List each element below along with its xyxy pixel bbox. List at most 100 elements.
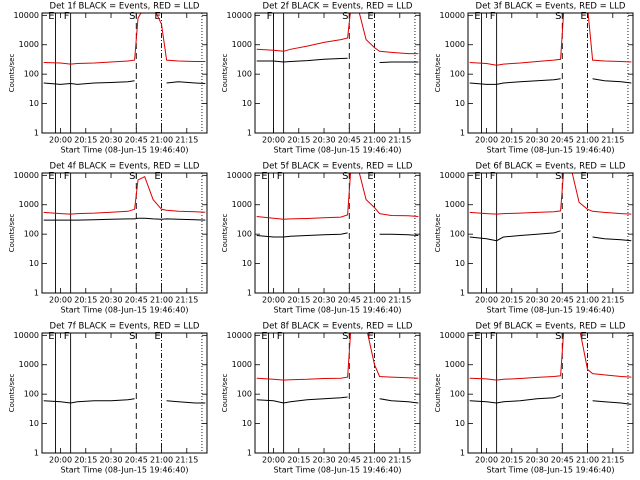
series-line xyxy=(43,176,206,215)
event-label: E xyxy=(48,331,54,342)
y-axis-label: Counts/sec xyxy=(434,374,442,413)
x-tick-label: 20:15 xyxy=(287,136,310,145)
x-tick-label: 21:15 xyxy=(601,296,624,305)
plot-frame xyxy=(467,172,634,294)
event-label: E xyxy=(580,171,586,182)
x-tick-label: 20:15 xyxy=(500,296,523,305)
chart-title: Det 9f BLACK = Events, RED = LLD xyxy=(476,322,626,332)
x-tick-label: 20:00 xyxy=(262,136,285,145)
x-tick-label: 20:30 xyxy=(99,456,122,465)
x-axis-label: Start Time (08-Jun-15 19:46:40) xyxy=(274,306,402,315)
y-tick-label: 100 xyxy=(237,70,252,79)
chart-title: Det 2f BLACK = Events, RED = LLD xyxy=(263,2,413,12)
y-tick-label: 1000 xyxy=(19,40,39,49)
y-tick-label: 1 xyxy=(460,129,465,138)
x-axis-label: Start Time (08-Jun-15 19:46:40) xyxy=(61,466,189,475)
y-axis-label: Counts/sec xyxy=(221,214,229,253)
x-tick-label: 20:30 xyxy=(99,136,122,145)
event-label: S xyxy=(129,171,135,182)
event-label: E xyxy=(48,171,54,182)
x-tick-label: 21:00 xyxy=(576,456,599,465)
y-tick-label: 10000 xyxy=(227,171,252,180)
y-tick-label: 10000 xyxy=(14,171,39,180)
x-axis-label: Start Time (08-Jun-15 19:46:40) xyxy=(487,466,615,475)
x-tick-label: 20:45 xyxy=(551,136,574,145)
x-axis-label: Start Time (08-Jun-15 19:46:40) xyxy=(487,146,615,155)
y-tick-label: 10 xyxy=(455,259,465,268)
y-tick-label: 10000 xyxy=(227,331,252,340)
event-label: E xyxy=(261,331,267,342)
x-tick-label: 20:00 xyxy=(262,456,285,465)
x-tick-label: 20:00 xyxy=(49,456,72,465)
x-tick-label: 21:15 xyxy=(175,296,198,305)
y-tick-label: 100 xyxy=(450,230,465,239)
y-tick-label: 1000 xyxy=(19,360,39,369)
series-line xyxy=(256,173,419,220)
event-label: F xyxy=(277,331,283,342)
x-tick-label: 21:15 xyxy=(601,456,624,465)
y-tick-label: 100 xyxy=(24,390,39,399)
y-tick-label: 10 xyxy=(242,419,252,428)
y-axis-label: Counts/sec xyxy=(434,214,442,253)
y-tick-label: 1 xyxy=(247,289,252,298)
y-tick-label: 100 xyxy=(450,70,465,79)
event-label: F xyxy=(267,11,273,22)
y-tick-label: 1 xyxy=(247,129,252,138)
event-label: F xyxy=(490,331,496,342)
x-tick-label: 20:45 xyxy=(125,136,148,145)
x-tick-label: 21:00 xyxy=(576,296,599,305)
event-label: E xyxy=(261,171,267,182)
event-label: E xyxy=(474,171,480,182)
x-tick-label: 21:15 xyxy=(175,136,198,145)
event-label: E xyxy=(154,171,160,182)
chart-title: Det 8f BLACK = Events, RED = LLD xyxy=(263,322,413,332)
event-label: F xyxy=(490,171,496,182)
y-tick-label: 10 xyxy=(242,99,252,108)
y-tick-label: 1000 xyxy=(232,200,252,209)
chart-title: Det 5f BLACK = Events, RED = LLD xyxy=(263,162,413,172)
x-tick-label: 20:30 xyxy=(525,296,548,305)
x-tick-label: 20:45 xyxy=(125,456,148,465)
event-label: S xyxy=(555,171,561,182)
x-tick-label: 20:00 xyxy=(475,296,498,305)
x-tick-label: 20:15 xyxy=(287,296,310,305)
series-line xyxy=(43,217,206,221)
x-tick-label: 20:45 xyxy=(338,456,361,465)
y-tick-label: 10 xyxy=(29,419,39,428)
event-label: S xyxy=(555,11,561,22)
event-label: S xyxy=(129,11,135,22)
panel: Det 1f BLACK = Events, RED = LLD Start Ti… xyxy=(8,2,208,155)
y-axis-label: Counts/sec xyxy=(8,214,16,253)
y-tick-label: 1 xyxy=(460,289,465,298)
x-tick-label: 20:15 xyxy=(500,456,523,465)
plot-frame xyxy=(41,332,208,454)
event-label: S xyxy=(342,171,348,182)
x-tick-label: 20:30 xyxy=(312,296,335,305)
event-label: E xyxy=(154,331,160,342)
x-tick-label: 20:45 xyxy=(551,296,574,305)
x-tick-label: 21:00 xyxy=(363,136,386,145)
x-tick-label: 21:15 xyxy=(388,456,411,465)
x-tick-label: 21:15 xyxy=(388,136,411,145)
chart-title: Det 3f BLACK = Events, RED = LLD xyxy=(476,2,626,12)
event-label: E xyxy=(367,171,373,182)
y-tick-label: 1 xyxy=(34,289,39,298)
y-tick-label: 1000 xyxy=(232,360,252,369)
x-tick-label: 21:00 xyxy=(363,456,386,465)
series-line xyxy=(469,78,632,85)
y-tick-label: 100 xyxy=(237,230,252,239)
x-tick-label: 20:45 xyxy=(338,296,361,305)
event-label: E xyxy=(580,11,586,22)
event-label: F xyxy=(64,171,70,182)
x-tick-label: 20:45 xyxy=(551,456,574,465)
series-line xyxy=(256,232,419,238)
event-label: F xyxy=(490,11,496,22)
y-tick-label: 1000 xyxy=(445,200,465,209)
event-label: F xyxy=(64,11,70,22)
event-label: F xyxy=(277,171,283,182)
x-tick-label: 20:00 xyxy=(475,456,498,465)
x-tick-label: 20:00 xyxy=(262,296,285,305)
x-tick-label: 20:45 xyxy=(125,296,148,305)
panel: Det 7f BLACK = Events, RED = LLD Start Ti… xyxy=(8,322,208,475)
series-line xyxy=(256,333,419,381)
